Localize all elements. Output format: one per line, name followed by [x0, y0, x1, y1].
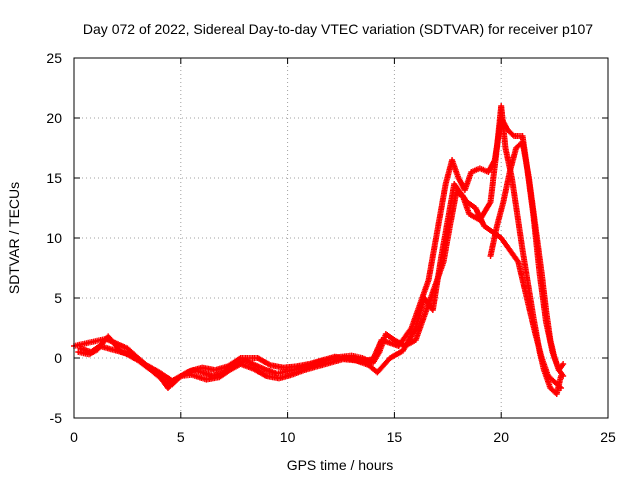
data-point-trail	[440, 224, 453, 264]
data-point-trail	[507, 248, 521, 264]
data-point-trail	[445, 182, 457, 222]
data-point-trail	[524, 296, 538, 336]
x-tick-label: 0	[70, 429, 78, 445]
axis-ticks: 0 5 10 15 20 25 -5 0 5 10 15 20 25	[46, 50, 616, 445]
data-point-trail	[217, 367, 232, 380]
data-point-trail	[519, 140, 532, 180]
data-point-trail	[400, 326, 418, 353]
data-point-trail	[532, 224, 545, 276]
x-tick-label: 5	[177, 429, 185, 445]
data-point-trail	[552, 380, 563, 390]
data-point-trail	[170, 369, 191, 383]
y-tick-label: 5	[54, 290, 62, 306]
data-point-trail	[462, 170, 474, 192]
data-point-trail	[438, 218, 451, 258]
data-point	[560, 373, 567, 379]
series-track-4	[487, 139, 567, 373]
data-point-trail	[532, 332, 545, 360]
data-point	[558, 385, 565, 391]
data-point-trail	[425, 230, 440, 282]
data-point-trail	[499, 116, 510, 132]
data-point-trail	[226, 355, 243, 369]
data-point-trail	[494, 200, 506, 228]
data-point-trail	[505, 128, 516, 138]
x-tick-label: 20	[493, 429, 509, 445]
data-point-trail	[482, 224, 495, 234]
data-point-trail	[509, 176, 526, 252]
data-point-trail	[434, 182, 449, 234]
data-point-trail	[500, 170, 513, 204]
data-point-trail	[413, 308, 429, 342]
data-point-trail	[132, 353, 149, 368]
data-point-trail	[388, 348, 405, 361]
data-point-trail	[251, 366, 268, 379]
data-point-trail	[543, 308, 554, 342]
data-tracks	[71, 103, 567, 397]
data-point-trail	[487, 224, 500, 258]
chart-title: Day 072 of 2022, Sidereal Day-to-day VTE…	[83, 21, 593, 37]
data-point-trail	[486, 158, 497, 174]
data-point-trail	[465, 200, 478, 210]
data-point-trail	[507, 146, 519, 174]
data-point-trail	[456, 188, 470, 204]
data-point-trail	[370, 338, 384, 361]
x-tick-label: 15	[387, 429, 403, 445]
data-point-trail	[430, 254, 445, 312]
data-point-trail	[449, 158, 461, 180]
data-point-trail	[539, 356, 551, 378]
y-axis-label: SDTVAR / TECUs	[6, 182, 22, 294]
data-point-trail	[145, 363, 161, 375]
y-tick-label: 0	[54, 350, 62, 366]
data-point-trail	[384, 332, 396, 342]
data-point-trail	[539, 272, 549, 312]
data-point-trail	[106, 334, 123, 354]
data-point-trail	[375, 356, 393, 375]
data-point-trail	[396, 326, 414, 348]
data-point-trail	[447, 191, 459, 228]
data-point-trail	[547, 338, 558, 360]
data-point-trail	[556, 362, 566, 372]
y-tick-label: 10	[46, 230, 62, 246]
data-point-trail	[546, 374, 557, 384]
data-point-trail	[515, 260, 530, 300]
data-point-trail	[380, 337, 401, 349]
data-point	[560, 361, 567, 367]
x-tick-label: 25	[600, 429, 616, 445]
data-point-trail	[87, 347, 100, 357]
y-tick-label: 20	[46, 110, 62, 126]
x-axis-label: GPS time / hours	[287, 457, 394, 473]
y-tick-label: 25	[46, 50, 62, 66]
data-point-trail	[452, 182, 461, 192]
data-point-trail	[526, 176, 539, 228]
x-tick-label: 10	[280, 429, 296, 445]
data-point-trail	[499, 236, 512, 252]
data-point-trail	[473, 206, 487, 228]
data-point-trail	[417, 278, 431, 306]
data-point-trail	[256, 355, 273, 368]
data-point-trail	[228, 361, 243, 373]
data-point-trail	[492, 116, 504, 162]
data-point-trail	[470, 166, 482, 175]
series-track-2	[77, 181, 565, 391]
y-tick-label: 15	[46, 170, 62, 186]
y-tick-label: -5	[50, 410, 63, 426]
data-point-trail	[409, 302, 423, 330]
